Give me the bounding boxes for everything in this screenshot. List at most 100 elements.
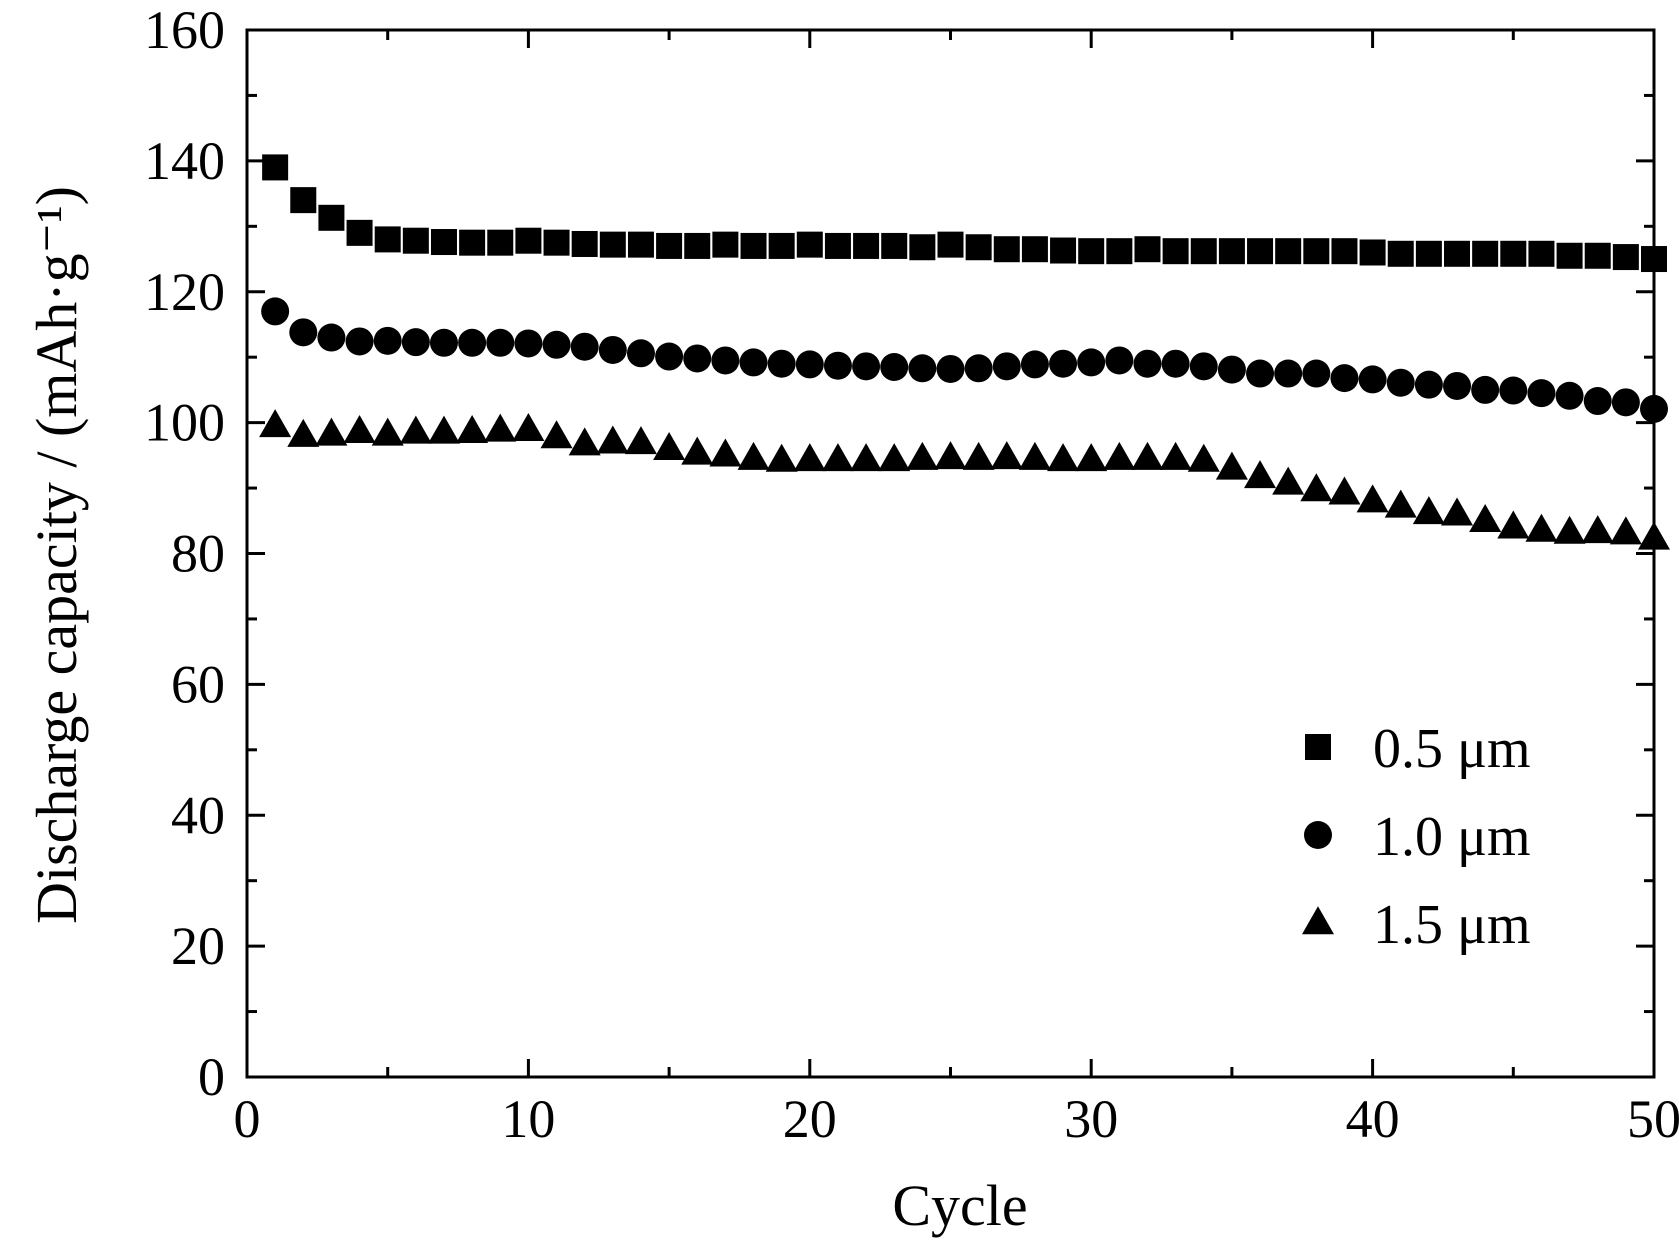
data-point (427, 415, 460, 444)
data-point (1328, 476, 1361, 505)
series-2 (259, 409, 1670, 550)
data-point (343, 414, 376, 443)
data-point (936, 354, 965, 383)
data-point (1131, 441, 1164, 470)
data-point (514, 329, 543, 358)
data-point (1359, 239, 1386, 266)
data-point (486, 328, 515, 357)
data-point (1077, 348, 1106, 377)
data-point (373, 326, 402, 355)
data-point (1189, 352, 1218, 381)
data-point (1386, 368, 1415, 397)
data-point (796, 231, 823, 258)
data-point (881, 232, 908, 259)
x-tick-label: 50 (1627, 1089, 1679, 1149)
data-point (542, 330, 571, 359)
data-point (1525, 513, 1558, 542)
data-point (318, 204, 345, 231)
data-point (1609, 516, 1642, 545)
data-point (992, 352, 1021, 381)
data-point (402, 227, 429, 254)
data-point (345, 327, 374, 356)
data-point (430, 229, 457, 256)
data-point (821, 443, 854, 472)
data-point (1105, 346, 1134, 375)
x-tick-label: 20 (783, 1089, 837, 1149)
data-point (908, 354, 937, 383)
data-point (1387, 240, 1414, 267)
marks-layer (259, 154, 1670, 550)
data-point (909, 234, 936, 261)
data-point (880, 353, 909, 382)
x-tick-label: 10 (501, 1089, 555, 1149)
series-1 (261, 297, 1668, 423)
data-point (934, 441, 967, 470)
data-point (681, 436, 714, 465)
data-point (768, 232, 795, 259)
data-point (571, 230, 598, 257)
y-tick-label: 100 (144, 393, 225, 453)
data-point (1612, 244, 1639, 271)
data-point (878, 443, 911, 472)
data-point (1162, 238, 1189, 265)
data-point (371, 417, 404, 446)
data-point (624, 426, 657, 455)
y-tick-label: 20 (171, 916, 225, 976)
data-point (1358, 365, 1387, 394)
data-point (1528, 240, 1555, 267)
data-point (824, 232, 851, 259)
data-point (653, 432, 686, 460)
data-point (1134, 236, 1161, 263)
data-point (1584, 242, 1611, 269)
legend: 0.5 μm 1.0 μm 1.5 μm (1302, 718, 1531, 956)
legend-label: 1.5 μm (1373, 894, 1531, 956)
data-point (1472, 240, 1499, 267)
legend-item: 0.5 μm (1305, 718, 1531, 780)
data-point (1103, 441, 1136, 470)
data-point (1021, 236, 1048, 263)
data-point (543, 229, 570, 256)
data-point (965, 234, 992, 261)
data-point (850, 443, 883, 472)
data-point (627, 231, 654, 258)
data-point (1441, 497, 1474, 526)
data-point (1274, 359, 1303, 388)
data-point (346, 219, 373, 246)
legend-marker (1305, 734, 1331, 760)
data-point (962, 441, 995, 470)
data-point (1272, 466, 1305, 495)
data-point (374, 226, 401, 253)
data-point (598, 335, 627, 364)
data-point (712, 231, 739, 258)
data-point (512, 413, 545, 442)
data-point (1047, 443, 1080, 472)
data-point (459, 229, 486, 256)
data-point (1246, 359, 1275, 388)
data-point (1611, 388, 1640, 417)
legend-label: 0.5 μm (1373, 718, 1531, 780)
data-point (484, 413, 517, 442)
data-point (906, 441, 939, 470)
y-tick-label: 60 (171, 654, 225, 714)
data-point (765, 443, 798, 472)
series-0 (262, 154, 1667, 273)
data-point (1444, 240, 1471, 267)
data-point (1412, 496, 1445, 525)
data-point (795, 350, 824, 379)
data-point (684, 232, 711, 259)
data-point (596, 425, 629, 454)
data-point (262, 154, 289, 181)
data-point (1217, 355, 1246, 384)
data-point (937, 231, 964, 258)
data-point (1556, 242, 1583, 269)
data-point (1161, 349, 1190, 378)
data-point (289, 318, 318, 347)
data-point (1500, 240, 1527, 267)
data-point (1527, 379, 1556, 408)
legend-marker (1302, 906, 1334, 935)
x-tick-label: 0 (234, 1089, 261, 1149)
data-point (1247, 238, 1274, 265)
data-point (990, 441, 1023, 470)
